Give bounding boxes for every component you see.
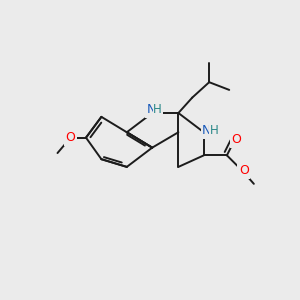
Text: N: N	[147, 103, 156, 116]
Text: H: H	[153, 103, 162, 116]
Text: O: O	[66, 131, 76, 144]
Text: H: H	[209, 124, 218, 137]
Text: O: O	[231, 134, 241, 146]
Text: N: N	[202, 124, 212, 137]
Text: O: O	[239, 164, 249, 177]
